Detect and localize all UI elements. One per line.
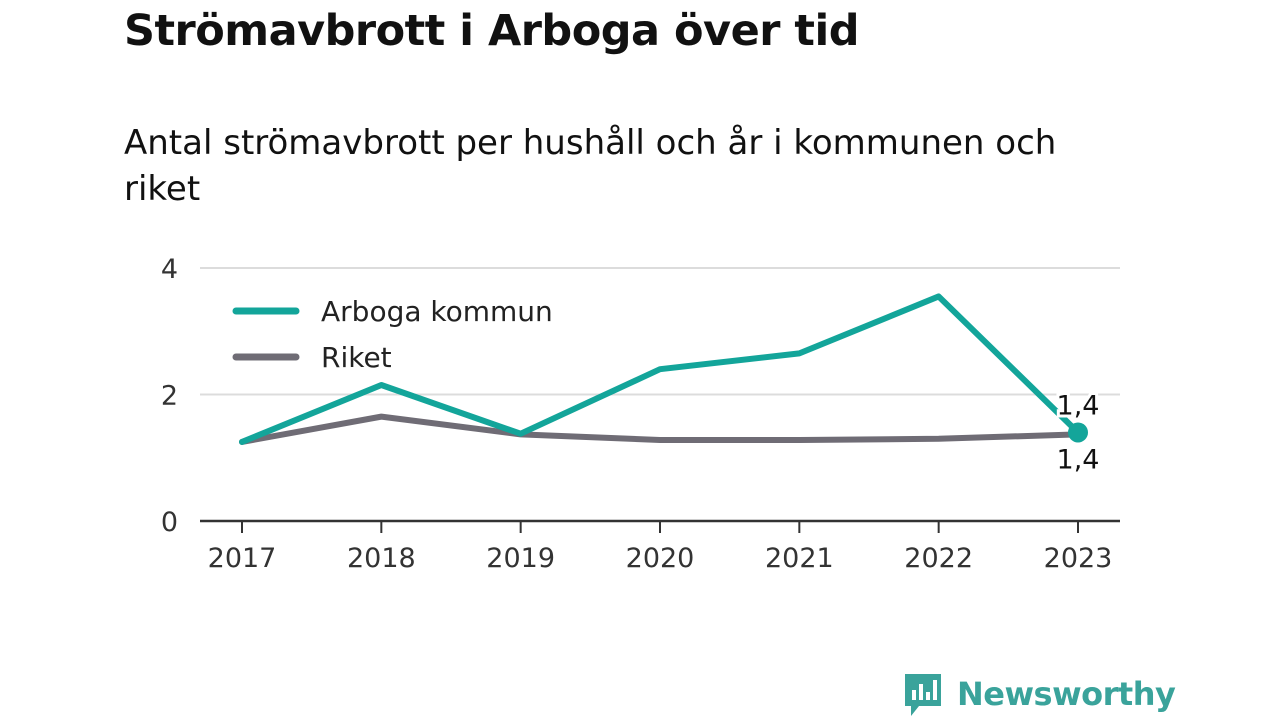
data-label: 1,4 <box>1057 390 1100 421</box>
data-point-end <box>1068 422 1088 443</box>
data-label: 1,4 <box>1057 444 1100 475</box>
legend-label: Riket <box>321 341 392 374</box>
chart-subtitle: Antal strömavbrott per hushåll och år i … <box>124 123 1057 209</box>
y-tick-label: 4 <box>161 254 178 285</box>
x-tick-label: 2023 <box>1044 543 1113 574</box>
chart-title: Strömavbrott i Arboga över tid <box>124 6 860 56</box>
x-tick-label: 2017 <box>208 543 277 574</box>
brand-name: Newsworthy <box>957 675 1176 713</box>
x-tick-label: 2019 <box>486 543 555 574</box>
legend-label: Arboga kommun <box>321 295 553 328</box>
gridlines <box>200 267 1120 396</box>
x-tick-label: 2022 <box>904 543 973 574</box>
newsworthy-logo-icon <box>905 674 941 716</box>
data-labels: 1,4 1,4 <box>1054 387 1103 478</box>
series-line-arboga-kommun <box>239 293 1081 445</box>
x-tick-label: 2020 <box>626 543 695 574</box>
series-lines <box>239 293 1088 445</box>
legend: Arboga kommun Riket <box>232 295 553 374</box>
y-axis: 0 2 4 <box>161 254 178 538</box>
x-tick-label: 2021 <box>765 543 834 574</box>
y-tick-label: 2 <box>161 381 178 412</box>
y-tick-label: 0 <box>161 507 178 538</box>
brand-logo: Newsworthy <box>903 670 1176 718</box>
series-line-riket <box>239 413 1081 445</box>
x-tick-label: 2018 <box>347 543 416 574</box>
x-axis: 2017 2018 2019 2020 2021 2022 2023 <box>200 519 1120 574</box>
